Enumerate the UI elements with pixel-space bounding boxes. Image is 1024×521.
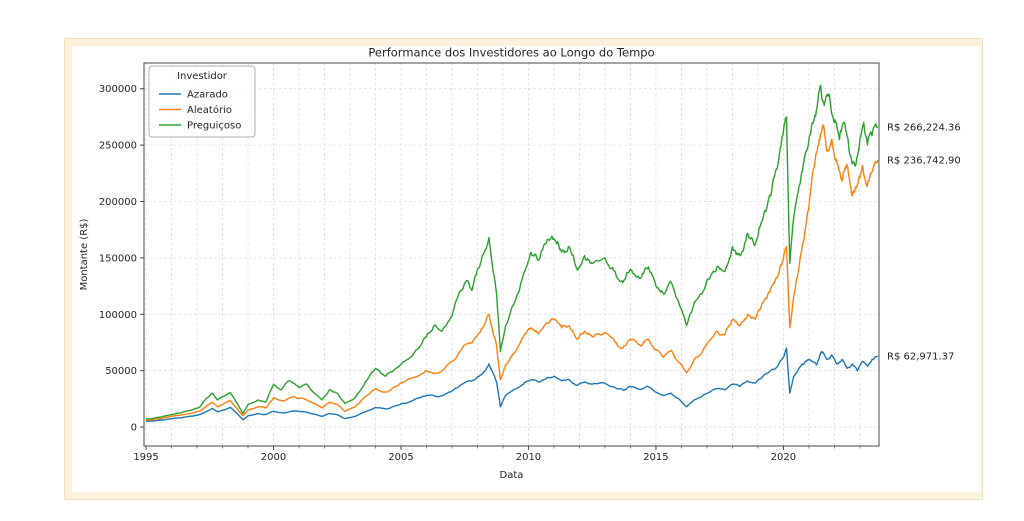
y-tick-label: 0 bbox=[131, 423, 137, 434]
line-preguicoso bbox=[145, 84, 879, 420]
x-tick-label: 2010 bbox=[516, 452, 541, 463]
plot-border bbox=[143, 62, 880, 447]
y-axis-label: Montante (R$) bbox=[79, 218, 90, 290]
series-group bbox=[145, 84, 879, 423]
line-azarado bbox=[146, 347, 879, 423]
y-tick-label: 100000 bbox=[99, 310, 137, 321]
x-tick-label: 1995 bbox=[133, 452, 158, 463]
chart-title: Performance dos Investidores ao Longo do… bbox=[368, 46, 654, 60]
y-tick-label: 200000 bbox=[99, 197, 137, 208]
chart-card: 1995 2000 2005 2010 2015 2020 0 50000 100000 1500… bbox=[64, 38, 983, 500]
annotation-2: R$ 62,971.37 bbox=[887, 352, 954, 363]
y-tick-label: 50000 bbox=[105, 366, 137, 377]
legend: Investidor Azarado Aleatório Preguiçoso bbox=[148, 65, 256, 138]
annotations: R$ 266,224.36 R$ 236,742.90 R$ 62,971.37 bbox=[887, 122, 961, 362]
x-tick-label: 2005 bbox=[388, 452, 413, 463]
x-axis-label: Data bbox=[500, 470, 524, 481]
x-tick-label: 2020 bbox=[771, 452, 796, 463]
y-tick-label: 150000 bbox=[99, 253, 137, 264]
annotation-1: R$ 236,742.90 bbox=[887, 156, 961, 167]
figure-canvas: 1995 2000 2005 2010 2015 2020 0 50000 100000 1500… bbox=[72, 46, 980, 492]
legend-title: Investidor bbox=[177, 71, 228, 82]
legend-label-0: Azarado bbox=[187, 90, 228, 101]
legend-box bbox=[148, 65, 256, 138]
legend-label-1: Aleatório bbox=[187, 104, 232, 116]
y-tick-label: 250000 bbox=[99, 141, 137, 152]
performance-chart: 1995 2000 2005 2010 2015 2020 0 50000 100000 1500… bbox=[72, 46, 980, 492]
y-tick-label: 300000 bbox=[99, 84, 137, 95]
annotation-0: R$ 266,224.36 bbox=[887, 122, 961, 133]
y-axis: 0 50000 100000 150000 200000 250000 300000 bbox=[99, 84, 144, 434]
x-tick-label: 2015 bbox=[643, 452, 668, 463]
x-axis: 1995 2000 2005 2010 2015 2020 bbox=[133, 446, 861, 463]
line-aleatorio bbox=[145, 124, 879, 421]
x-tick-label: 2000 bbox=[261, 452, 286, 463]
legend-label-2: Preguiçoso bbox=[187, 121, 241, 132]
